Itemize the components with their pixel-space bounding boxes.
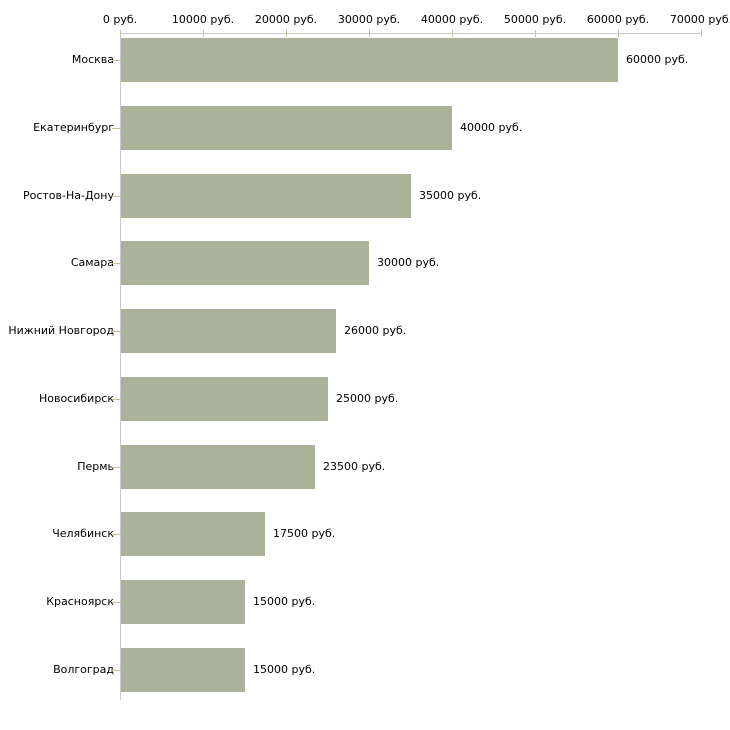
x-axis-tick-mark [452, 30, 453, 37]
bar [121, 106, 452, 150]
x-axis-tick-label: 70000 руб. [669, 13, 730, 26]
bar [121, 648, 245, 692]
y-axis-tick-mark [112, 534, 121, 535]
category-label: Красноярск [46, 595, 114, 608]
category-label: Пермь [77, 460, 114, 473]
y-axis-tick-mark [112, 263, 121, 264]
category-label: Нижний Новгород [8, 324, 114, 337]
y-axis-tick-mark [112, 399, 121, 400]
bar-value-label: 60000 руб. [626, 53, 689, 66]
x-axis-tick-label: 10000 руб. [171, 13, 235, 26]
bar-value-label: 26000 руб. [344, 324, 407, 337]
y-axis-tick-mark [112, 602, 121, 603]
bar [121, 38, 618, 82]
category-label: Ростов-На-Дону [22, 189, 114, 202]
bar-value-label: 30000 руб. [377, 256, 440, 269]
x-axis-tick-label: 20000 руб. [254, 13, 318, 26]
bar [121, 309, 336, 353]
y-axis-tick-mark [112, 196, 121, 197]
bar-value-label: 25000 руб. [336, 392, 399, 405]
category-label: Самара [70, 256, 114, 269]
x-axis-tick-mark [286, 30, 287, 37]
x-axis-tick-label: 50000 руб. [503, 13, 567, 26]
x-axis-tick-label: 60000 руб. [586, 13, 650, 26]
y-axis-line [120, 33, 121, 700]
y-axis-tick-mark [112, 670, 121, 671]
y-axis-tick-mark [112, 331, 121, 332]
x-axis-tick-mark [535, 30, 536, 37]
bar-value-label: 17500 руб. [273, 527, 336, 540]
x-axis-tick-mark [120, 30, 121, 37]
bar [121, 445, 315, 489]
x-axis-tick-label: 30000 руб. [337, 13, 401, 26]
bar-value-label: 35000 руб. [419, 189, 482, 202]
category-label: Екатеринбург [33, 121, 114, 134]
category-label: Москва [71, 53, 114, 66]
bar-value-label: 15000 руб. [253, 663, 316, 676]
x-axis-line [120, 33, 702, 34]
category-label: Челябинск [52, 527, 114, 540]
bar [121, 377, 328, 421]
bar [121, 241, 369, 285]
category-label: Волгоград [53, 663, 114, 676]
bar-value-label: 15000 руб. [253, 595, 316, 608]
bar [121, 580, 245, 624]
y-axis-tick-mark [112, 60, 121, 61]
bar [121, 174, 411, 218]
x-axis-tick-mark [701, 30, 702, 37]
y-axis-tick-mark [112, 128, 121, 129]
x-axis-tick-mark [203, 30, 204, 37]
x-axis-tick-mark [618, 30, 619, 37]
bar [121, 512, 265, 556]
x-axis-tick-label: 0 руб. [102, 13, 138, 26]
y-axis-tick-mark [112, 467, 121, 468]
category-label: Новосибирск [38, 392, 114, 405]
bar-value-label: 23500 руб. [323, 460, 386, 473]
x-axis-tick-label: 40000 руб. [420, 13, 484, 26]
bar-value-label: 40000 руб. [460, 121, 523, 134]
x-axis-tick-mark [369, 30, 370, 37]
